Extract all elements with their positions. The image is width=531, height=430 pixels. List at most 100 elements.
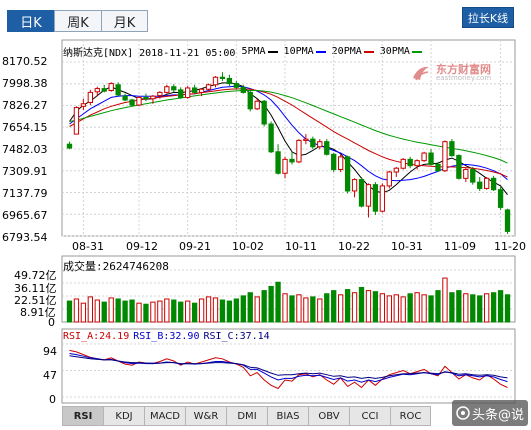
volume-bar [504, 294, 511, 323]
candle [205, 83, 212, 92]
candle [379, 183, 386, 213]
volume-bar [470, 294, 476, 323]
price-tick: 7482.03 [2, 143, 48, 156]
volume-bar [136, 302, 142, 323]
candle-body [66, 143, 73, 149]
volume-bar [205, 296, 212, 323]
candle-body [247, 91, 253, 110]
volume-bar [66, 300, 73, 323]
candle-body [87, 91, 93, 104]
tab-day-k[interactable]: 日K [7, 10, 54, 32]
candle [365, 183, 372, 218]
tab-week-k[interactable]: 周K [54, 10, 101, 32]
volume-bar [178, 301, 184, 323]
volume-bar [421, 294, 427, 323]
indicator-tab-kdj[interactable]: KDJ [103, 406, 144, 426]
candle [317, 139, 323, 150]
rsi-tick: 0 [49, 393, 56, 406]
date-tick: 08-31 [72, 240, 104, 253]
volume-tick: 36.11亿 [14, 282, 57, 295]
candle [490, 175, 497, 191]
indicator-tab-bias[interactable]: BIAS [267, 406, 308, 426]
tab-month-k[interactable]: 月K [101, 10, 148, 32]
volume-bar [372, 291, 379, 323]
indicator-tab-wr[interactable]: W&R [185, 406, 226, 426]
volume-bar [122, 300, 128, 323]
volume-bar [94, 299, 100, 323]
candle-body [470, 168, 476, 183]
indicator-tab-cci[interactable]: CCI [349, 406, 390, 426]
candle-body [198, 88, 205, 93]
candle [129, 98, 135, 107]
rsi-b-line [69, 353, 508, 383]
price-tick: 7137.79 [2, 187, 48, 200]
indicator-tab-macd[interactable]: MACD [144, 406, 185, 426]
lengthen-kline-button[interactable]: 拉长K线 [462, 7, 514, 28]
date-tick: 10-11 [285, 240, 317, 253]
candle [477, 177, 483, 191]
candle-body [143, 96, 149, 100]
candle-body [212, 76, 219, 86]
price-tick: 8170.52 [2, 55, 48, 68]
candle-body [254, 100, 260, 110]
volume-bar [282, 293, 288, 323]
ma20-swatch [363, 50, 374, 53]
volume-bar [497, 290, 504, 323]
candle [470, 166, 476, 185]
volume-tick: 49.72亿 [14, 269, 57, 282]
volume-bar [143, 303, 149, 323]
candle-body [240, 86, 246, 93]
candle-body [358, 179, 365, 207]
volume-bar [379, 293, 386, 323]
volume-bar [226, 300, 233, 323]
candle-body [164, 86, 170, 93]
candle [247, 89, 253, 112]
volume-bar [101, 301, 107, 323]
candle-body [122, 95, 128, 101]
candle [358, 177, 365, 208]
volume-tick: 0 [48, 316, 55, 329]
rsi-c-line [69, 355, 508, 379]
indicator-tab-roc[interactable]: ROC [390, 406, 431, 426]
price-tick: 6965.67 [2, 209, 48, 222]
ma10-legend: 10PMA [284, 44, 326, 59]
rsi-a-label: RSI_A:24.19 [63, 331, 130, 342]
candle-body [73, 107, 80, 135]
volume-bar [386, 295, 392, 323]
candle [73, 106, 80, 135]
candle [122, 93, 128, 102]
candle-body [442, 141, 448, 172]
candle [435, 161, 441, 173]
candle-body [324, 141, 330, 155]
candle-body [303, 138, 309, 141]
volume-bar [164, 298, 170, 323]
candle-body [449, 141, 455, 157]
candle-body [372, 184, 379, 212]
indicator-tab-obv[interactable]: OBV [308, 406, 349, 426]
candle [344, 155, 351, 194]
indicator-tab-rsi[interactable]: RSI [62, 406, 103, 426]
ma5-swatch [267, 50, 278, 53]
candle [456, 154, 462, 180]
rsi-a-line [69, 349, 508, 390]
ma30-swatch [411, 50, 422, 53]
ma30-legend: 30PMA [380, 44, 422, 59]
candle-body [289, 158, 295, 163]
volume-bar [157, 300, 163, 323]
candle [407, 156, 413, 169]
volume-bar [198, 298, 205, 323]
volume-bar [261, 290, 267, 323]
candle [372, 182, 379, 215]
candle [233, 81, 240, 90]
volume-bar [331, 290, 337, 323]
volume-bar [310, 296, 316, 323]
candle [198, 88, 205, 97]
ma20-label: 20PMA [331, 46, 362, 57]
candle [463, 168, 469, 183]
candle [310, 136, 316, 150]
date-tick: 09-21 [179, 240, 211, 253]
ma20-line [69, 88, 508, 178]
indicator-tab-dmi[interactable]: DMI [226, 406, 267, 426]
candle-body [504, 209, 511, 232]
eastmoney-watermark: 东方财富网 eastmoney.com [410, 58, 515, 88]
